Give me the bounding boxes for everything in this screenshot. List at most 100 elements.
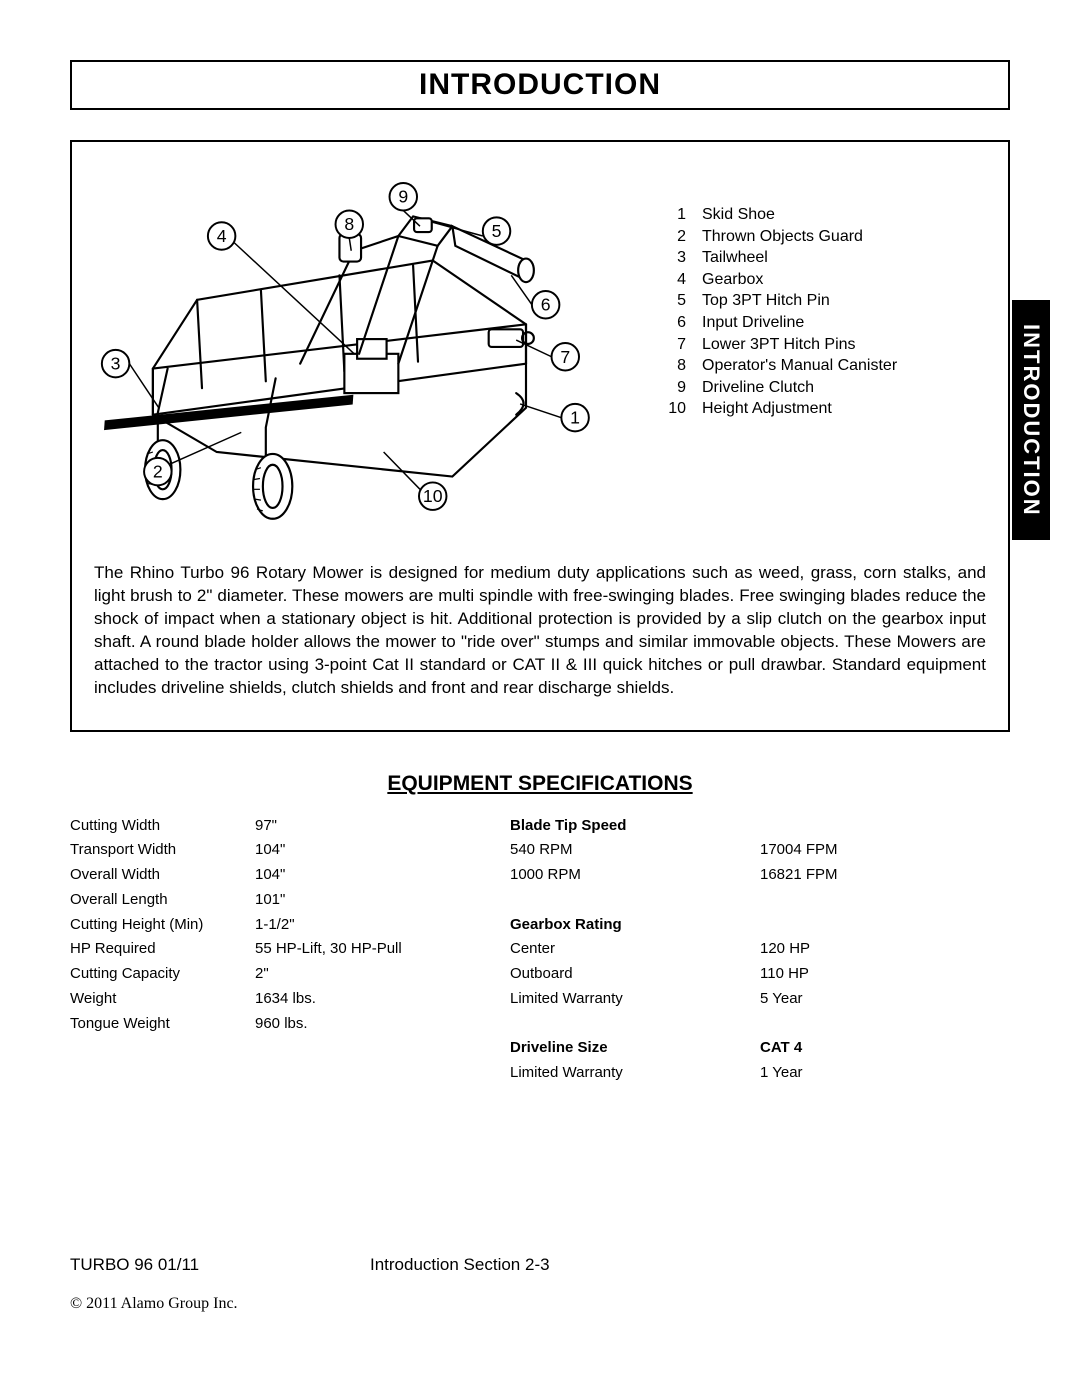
spec-label: Overall Length: [70, 888, 255, 913]
callout-10: 10: [419, 482, 446, 509]
spec-right-column: Blade Tip Speed540 RPM1000 RPM Gearbox R…: [510, 814, 1010, 1086]
diagram-row: 98456731210 1Skid Shoe2Thrown Objects Gu…: [94, 154, 986, 534]
spec-label: Weight: [70, 987, 255, 1012]
spec-label: Center: [510, 937, 760, 962]
spec-label: Driveline Size: [510, 1036, 760, 1061]
legend-number: 3: [662, 247, 686, 269]
legend-item: 3 Tailwheel: [662, 247, 986, 269]
spec-label: [510, 888, 760, 913]
legend-item: 9 Driveline Clutch: [662, 377, 986, 399]
spec-value: [760, 888, 1010, 913]
legend-item: 7 Lower 3PT Hitch Pins: [662, 334, 986, 356]
callout-1: 1: [561, 404, 588, 431]
spec-label: Transport Width: [70, 838, 255, 863]
callout-4: 4: [208, 222, 235, 249]
callout-5: 5: [483, 217, 510, 244]
legend-label: Thrown Objects Guard: [702, 226, 863, 248]
spec-label: Blade Tip Speed: [510, 814, 760, 839]
legend-label: Gearbox: [702, 269, 763, 291]
spec-value: 110 HP: [760, 962, 1010, 987]
legend-number: 8: [662, 355, 686, 377]
legend-number: 9: [662, 377, 686, 399]
svg-text:5: 5: [492, 221, 502, 241]
legend-item: 6 Input Driveline: [662, 312, 986, 334]
spec-label: [510, 1012, 760, 1037]
spec-value: 55 HP-Lift, 30 HP-Pull: [255, 937, 470, 962]
legend-number: 4: [662, 269, 686, 291]
parts-legend: 1 Skid Shoe 2 Thrown Objects Guard 3 Tailwhee…: [662, 154, 986, 534]
intro-paragraph: The Rhino Turbo 96 Rotary Mower is desig…: [94, 562, 986, 700]
spec-label: Cutting Width: [70, 814, 255, 839]
legend-label: Operator's Manual Canister: [702, 355, 897, 377]
svg-text:8: 8: [344, 214, 354, 234]
legend-number: 6: [662, 312, 686, 334]
legend-label: Top 3PT Hitch Pin: [702, 290, 830, 312]
side-tab: INTRODUCTION: [1012, 300, 1050, 540]
spec-value: 2": [255, 962, 470, 987]
spec-value: [760, 1012, 1010, 1037]
spec-value: [760, 913, 1010, 938]
svg-text:10: 10: [423, 486, 443, 506]
diagram-container: 98456731210 1Skid Shoe2Thrown Objects Gu…: [70, 140, 1010, 732]
page-footer: TURBO 96 01/11 Introduction Section 2-3: [70, 1255, 1010, 1275]
legend-number: 7: [662, 334, 686, 356]
legend-item: 1 Skid Shoe: [662, 204, 986, 226]
spec-value: CAT 4: [760, 1036, 1010, 1061]
spec-value: 1 Year: [760, 1061, 1010, 1086]
svg-text:9: 9: [398, 187, 408, 207]
mower-body: [104, 216, 534, 476]
callout-9: 9: [390, 183, 417, 210]
spec-value: 97": [255, 814, 470, 839]
legend-number: 5: [662, 290, 686, 312]
callout-6: 6: [532, 291, 559, 318]
spec-label: Gearbox Rating: [510, 913, 760, 938]
spec-label: Tongue Weight: [70, 1012, 255, 1037]
callout-3: 3: [102, 350, 129, 377]
legend-number: 10: [662, 398, 686, 420]
spec-label: Cutting Height (Min): [70, 913, 255, 938]
svg-text:4: 4: [217, 226, 227, 246]
spec-value: 5 Year: [760, 987, 1010, 1012]
legend-number: 2: [662, 226, 686, 248]
footer-section: Introduction Section 2-3: [330, 1255, 1010, 1275]
callout-7: 7: [552, 343, 579, 370]
svg-text:1: 1: [570, 408, 580, 428]
spec-value: 960 lbs.: [255, 1012, 470, 1037]
legend-label: Skid Shoe: [702, 204, 775, 226]
spec-label: Overall Width: [70, 863, 255, 888]
spec-value: 1634 lbs.: [255, 987, 470, 1012]
spec-label: Limited Warranty: [510, 987, 760, 1012]
spec-label: Limited Warranty: [510, 1061, 760, 1086]
spec-heading: EQUIPMENT SPECIFICATIONS: [70, 772, 1010, 796]
footer-model: TURBO 96 01/11: [70, 1255, 330, 1275]
page-title: INTRODUCTION: [70, 60, 1010, 110]
svg-text:2: 2: [153, 462, 163, 482]
legend-label: Driveline Clutch: [702, 377, 814, 399]
callout-8: 8: [336, 210, 363, 237]
spec-label: 1000 RPM: [510, 863, 760, 888]
svg-text:7: 7: [560, 347, 570, 367]
page-content: INTRODUCTION: [70, 60, 1010, 1086]
mower-diagram: 9 8 4 5 6 7 3 1 2 10: [94, 154, 634, 534]
spec-value: 16821 FPM: [760, 863, 1010, 888]
legend-item: 10 Height Adjustment: [662, 398, 986, 420]
svg-text:3: 3: [111, 354, 121, 374]
spec-value: [760, 814, 1010, 839]
copyright: © 2011 Alamo Group Inc.: [70, 1295, 238, 1313]
legend-label: Lower 3PT Hitch Pins: [702, 334, 856, 356]
callout-2: 2: [144, 458, 171, 485]
legend-label: Input Driveline: [702, 312, 804, 334]
legend-number: 1: [662, 204, 686, 226]
spec-label: HP Required: [70, 937, 255, 962]
spec-left-column: Cutting WidthTransport WidthOverall Widt…: [70, 814, 470, 1086]
legend-label: Tailwheel: [702, 247, 768, 269]
spec-value: 17004 FPM: [760, 838, 1010, 863]
legend-item: 5 Top 3PT Hitch Pin: [662, 290, 986, 312]
spec-label: Cutting Capacity: [70, 962, 255, 987]
spec-value: 120 HP: [760, 937, 1010, 962]
spec-value: 104": [255, 838, 470, 863]
spec-value: 104": [255, 863, 470, 888]
legend-label: Height Adjustment: [702, 398, 832, 420]
spec-value: 101": [255, 888, 470, 913]
spec-label: 540 RPM: [510, 838, 760, 863]
